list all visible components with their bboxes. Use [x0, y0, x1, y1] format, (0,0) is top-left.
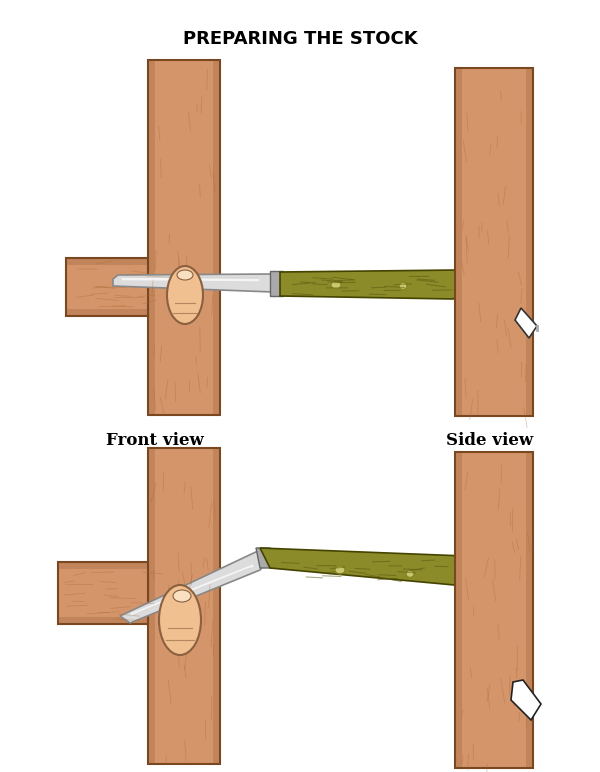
Ellipse shape	[331, 281, 341, 289]
Ellipse shape	[159, 585, 201, 655]
Text: PREPARING THE STOCK: PREPARING THE STOCK	[182, 30, 418, 48]
Polygon shape	[280, 270, 463, 299]
Polygon shape	[113, 274, 273, 292]
Polygon shape	[455, 452, 533, 768]
Polygon shape	[148, 448, 155, 764]
Polygon shape	[511, 680, 541, 720]
Polygon shape	[66, 258, 148, 265]
Polygon shape	[270, 271, 283, 296]
Polygon shape	[148, 448, 220, 764]
Polygon shape	[455, 68, 462, 416]
Polygon shape	[455, 68, 533, 416]
Ellipse shape	[167, 266, 203, 324]
Text: Side view: Side view	[446, 432, 533, 449]
Polygon shape	[526, 68, 533, 416]
Polygon shape	[66, 309, 148, 316]
Ellipse shape	[177, 270, 193, 280]
Polygon shape	[66, 258, 148, 316]
Polygon shape	[515, 308, 537, 338]
Polygon shape	[213, 448, 220, 764]
Text: Front view: Front view	[106, 432, 204, 449]
Polygon shape	[58, 562, 148, 569]
Polygon shape	[58, 562, 148, 624]
Polygon shape	[260, 548, 470, 586]
Polygon shape	[120, 550, 268, 623]
Ellipse shape	[406, 571, 414, 577]
Polygon shape	[526, 452, 533, 768]
Ellipse shape	[173, 590, 191, 602]
Polygon shape	[148, 60, 155, 415]
Polygon shape	[148, 60, 220, 415]
Polygon shape	[58, 617, 148, 624]
Ellipse shape	[399, 283, 407, 290]
Polygon shape	[456, 270, 466, 297]
Polygon shape	[213, 60, 220, 415]
Ellipse shape	[335, 566, 345, 574]
Polygon shape	[463, 555, 473, 584]
Polygon shape	[455, 452, 462, 768]
Polygon shape	[256, 548, 274, 568]
